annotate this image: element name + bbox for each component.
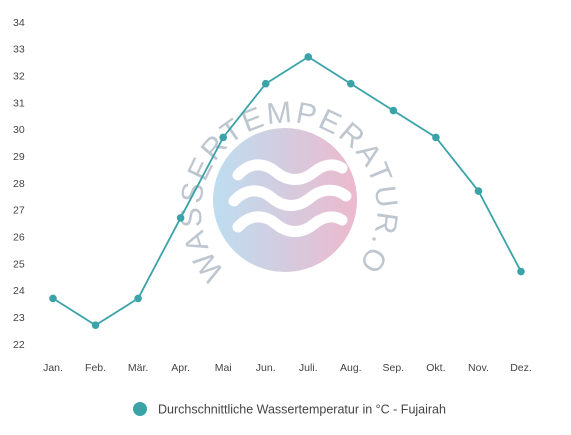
y-tick-label: 31 [13,97,25,109]
data-point[interactable] [304,53,313,61]
x-tick-label: Dez. [510,362,532,374]
y-tick-label: 23 [13,312,25,324]
x-axis: Jan. Feb. Mär. Apr. Mai Jun. Juli. Aug. Sep. Okt.… [43,362,532,374]
y-tick-label: 28 [13,178,25,190]
y-tick-label: 24 [13,285,25,297]
x-tick-label: Jun. [256,362,276,374]
y-tick-label: 25 [13,258,25,270]
data-point[interactable] [432,133,440,142]
legend: Durchschnittliche Wassertemperatur in °C… [133,402,446,417]
y-tick-label: 22 [13,339,25,351]
series-layer [49,53,525,330]
series-line [52,56,522,327]
data-point[interactable] [219,133,227,142]
x-tick-label: Mär. [128,362,148,374]
data-point[interactable] [347,79,355,88]
x-tick-label: Aug. [340,362,362,374]
data-point[interactable] [474,187,483,195]
watermark-waves-icon [228,159,352,237]
x-tick-label: Jan. [43,362,63,374]
data-point[interactable] [134,294,142,303]
y-tick-label: 30 [13,124,25,136]
y-tick-label: 34 [13,17,25,29]
y-axis: 22 23 24 25 26 27 28 29 30 31 32 33 34 [13,17,25,351]
x-tick-label: Sep. [383,362,405,374]
data-point[interactable] [261,79,270,88]
data-point[interactable] [517,267,525,276]
y-tick-label: 33 [13,44,25,56]
x-tick-label: Mai [215,362,232,374]
data-point[interactable] [91,321,100,330]
data-point[interactable] [49,294,57,303]
y-tick-label: 27 [13,205,25,217]
data-point[interactable] [176,214,185,222]
watermark-logo: WASSERTEMPERATUR.ORG [0,0,404,288]
x-tick-label: Nov. [468,362,489,374]
legend-swatch [133,402,147,416]
y-tick-label: 26 [13,231,25,243]
y-tick-label: 32 [13,70,25,82]
x-tick-label: Apr. [171,362,190,374]
legend-label: Durchschnittliche Wassertemperatur in °C… [158,403,446,417]
x-tick-label: Juli. [299,362,318,374]
x-tick-label: Okt. [426,362,445,374]
y-tick-label: 29 [13,151,25,163]
x-tick-label: Feb. [85,362,106,374]
data-point[interactable] [389,106,398,115]
watermark-text: WASSERTEMPERATUR.ORG [0,0,404,288]
